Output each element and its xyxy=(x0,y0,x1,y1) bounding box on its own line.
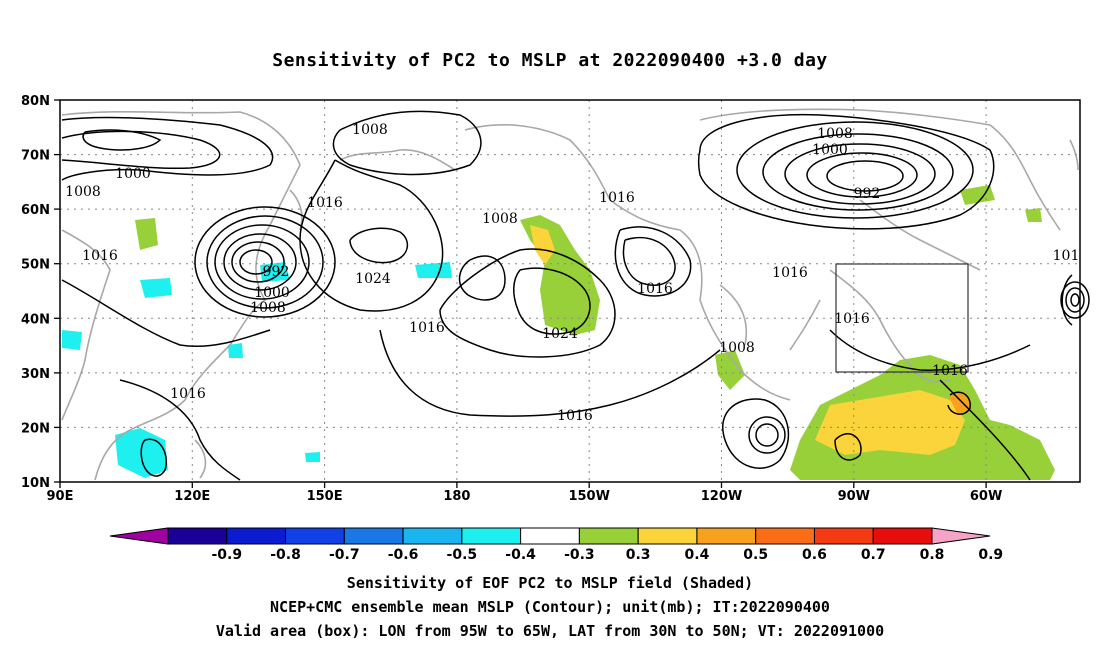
contour-label: 1016 xyxy=(170,386,206,402)
colorbar-tick-label: 0.6 xyxy=(802,547,827,563)
lon-label: 150W xyxy=(568,489,609,504)
lon-label: 150E xyxy=(307,489,343,504)
shade-orange-gulf xyxy=(948,392,972,415)
colorbar-tick-label: -0.6 xyxy=(388,547,419,563)
shade-negative-india xyxy=(62,330,82,350)
shade-negative-pacific-small xyxy=(305,452,320,462)
colorbar-swatch xyxy=(813,527,874,545)
colorbar-tick-label: 0.5 xyxy=(743,547,768,563)
lon-label: 180 xyxy=(443,489,470,504)
colorbar-tick-label: -0.4 xyxy=(505,547,536,563)
contour-label: 992 xyxy=(854,186,881,202)
contour-label: 1016 xyxy=(409,320,445,336)
contour-label: 1016 xyxy=(932,363,968,379)
lat-label: 70N xyxy=(21,149,50,164)
contour-label: 1000 xyxy=(115,166,151,182)
contour-label: 1016 xyxy=(307,195,343,211)
shade-positive-mexico xyxy=(715,350,745,390)
coastlines xyxy=(61,108,1079,481)
colorbar-swatch xyxy=(696,527,757,545)
lat-label: 30N xyxy=(21,367,50,382)
lon-label: 120W xyxy=(701,489,742,504)
contour-label: 1016 xyxy=(557,408,593,424)
axis-ticks xyxy=(54,99,987,488)
colorbar-tick-label: 0.8 xyxy=(920,547,945,563)
colorbar-tick-label: 0.4 xyxy=(685,547,710,563)
contour-label: 1000 xyxy=(812,142,848,158)
colorbar-swatch xyxy=(755,527,815,545)
shade-positive-atlantic xyxy=(1025,208,1042,222)
colorbar-tick-label: -0.3 xyxy=(564,547,595,563)
lon-label: 90W xyxy=(838,489,870,504)
contour-label: 1016 xyxy=(82,248,118,264)
colorbar-swatch xyxy=(637,527,698,545)
colorbar-tick-label: 0.3 xyxy=(626,547,651,563)
contour-label: 992 xyxy=(263,264,290,280)
contour-label: 1008 xyxy=(352,122,388,138)
contour-label: 101 xyxy=(1053,248,1080,264)
contour-label: 1008 xyxy=(250,300,286,316)
contour-label: 1024 xyxy=(542,326,578,342)
map-frame xyxy=(59,99,1081,483)
contour-label: 1008 xyxy=(719,340,755,356)
colorbar-swatch xyxy=(520,527,580,545)
contour-label: 1016 xyxy=(772,265,808,281)
caption-line-1: Sensitivity of EOF PC2 to MSLP field (Sh… xyxy=(346,574,754,592)
colorbar-swatch xyxy=(578,527,639,545)
shade-negative-north-pacific xyxy=(415,262,452,278)
lon-label: 60W xyxy=(970,489,1002,504)
contour-label: 1008 xyxy=(817,126,853,142)
colorbar-tick-label: -0.5 xyxy=(447,547,478,563)
colorbar: -0.9 -0.8 -0.7 -0.6 -0.5 -0.4 -0.3 0.3 0.4 0.5 0.6… xyxy=(109,527,1003,563)
contour-label: 1016 xyxy=(834,311,870,327)
lat-label: 50N xyxy=(21,258,50,273)
colorbar-tick-label: 0.7 xyxy=(861,547,886,563)
contour-label: 1000 xyxy=(254,285,290,301)
contour-label: 1008 xyxy=(65,184,101,200)
colorbar-arrow-right xyxy=(931,527,991,545)
lat-label: 10N xyxy=(21,476,50,491)
contour-labels: 1008 1000 1008 1016 1000 992 1008 1016 1… xyxy=(65,122,1079,424)
caption-line-3: Valid area (box): LON from 95W to 65W, L… xyxy=(215,622,885,640)
valid-area-box xyxy=(835,263,969,373)
mslp-contours xyxy=(61,110,1090,481)
map-title: Sensitivity of PC2 to MSLP at 2022090400… xyxy=(272,50,828,71)
lon-label: 120E xyxy=(174,489,210,504)
shade-yellow-gulf xyxy=(815,390,965,455)
lat-labels: 80N 70N 60N 50N 40N 30N 20N 10N xyxy=(21,94,50,491)
shade-positive-asia xyxy=(135,218,158,250)
shaded-regions xyxy=(62,185,1055,480)
colorbar-swatch xyxy=(872,527,933,545)
shade-negative-asia-1 xyxy=(140,278,172,298)
lat-label: 80N xyxy=(21,94,50,109)
grid-lines xyxy=(60,100,1080,482)
colorbar-swatch xyxy=(402,527,463,545)
lon-labels: 90E 120E 150E 180 150W 120W 90W 60W xyxy=(47,489,1003,504)
colorbar-swatch xyxy=(226,527,287,545)
lon-label: 90E xyxy=(47,489,74,504)
shade-yellow-central-pacific xyxy=(530,225,555,265)
contour-label: 1008 xyxy=(482,211,518,227)
colorbar-arrow-left xyxy=(109,527,169,545)
colorbar-swatch xyxy=(343,527,404,545)
colorbar-tick-label: -0.7 xyxy=(329,547,360,563)
shade-negative-philippines xyxy=(228,343,243,358)
lat-label: 40N xyxy=(21,312,50,327)
lat-label: 60N xyxy=(21,203,50,218)
colorbar-swatch xyxy=(461,527,522,545)
colorbar-swatch xyxy=(167,527,228,545)
lat-label: 20N xyxy=(21,421,50,436)
colorbar-tick-label: -0.8 xyxy=(270,547,301,563)
colorbar-tick-label: 0.9 xyxy=(978,547,1003,563)
caption-line-2: NCEP+CMC ensemble mean MSLP (Contour); u… xyxy=(270,598,830,616)
contour-label: 1024 xyxy=(355,271,391,287)
colorbar-swatch xyxy=(285,527,345,545)
colorbar-tick-label: -0.9 xyxy=(211,547,242,563)
contour-label: 1016 xyxy=(599,190,635,206)
contour-label: 1016 xyxy=(637,281,673,297)
